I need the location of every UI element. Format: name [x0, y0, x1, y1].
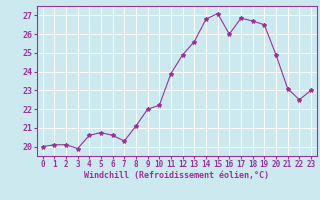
X-axis label: Windchill (Refroidissement éolien,°C): Windchill (Refroidissement éolien,°C) [84, 171, 269, 180]
